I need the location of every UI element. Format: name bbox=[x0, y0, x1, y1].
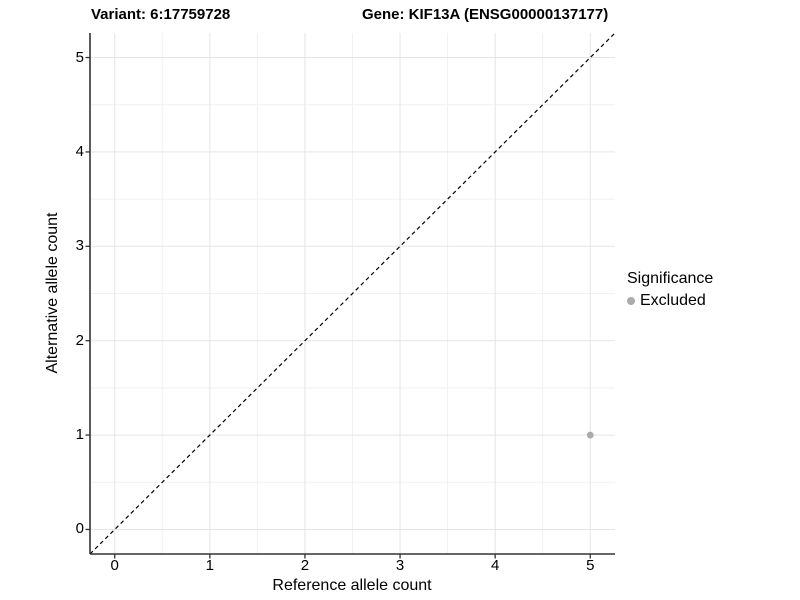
plot-title-variant: Variant: 6:17759728 bbox=[91, 6, 231, 23]
y-tick-label: 3 bbox=[75, 237, 84, 255]
legend-title: Significance bbox=[627, 270, 714, 287]
data-point bbox=[586, 431, 594, 439]
x-axis-label: Reference allele count bbox=[272, 577, 432, 594]
legend-item-label: Excluded bbox=[640, 292, 706, 309]
x-tick-label: 0 bbox=[110, 557, 119, 574]
plot-panel bbox=[85, 32, 616, 559]
y-tick-label: 4 bbox=[75, 142, 84, 160]
y-tick-label: 5 bbox=[75, 48, 84, 66]
y-tick-label: 1 bbox=[75, 426, 84, 444]
legend-point-icon bbox=[627, 296, 635, 305]
x-tick-label: 1 bbox=[205, 557, 214, 574]
y-tick-label: 2 bbox=[75, 331, 84, 349]
identity-dashed-line bbox=[89, 32, 616, 555]
x-tick-label: 5 bbox=[586, 557, 595, 574]
y-tick-label: 0 bbox=[75, 520, 84, 538]
x-tick-label: 2 bbox=[300, 557, 310, 574]
plot-title-gene: Gene: KIF13A (ENSG00000137177) bbox=[362, 6, 609, 23]
x-tick-label: 4 bbox=[490, 557, 500, 574]
legend: Significance Excluded bbox=[627, 269, 713, 310]
legend-item-excluded: Excluded bbox=[627, 291, 713, 310]
x-tick-label: 3 bbox=[395, 557, 405, 574]
y-axis-label: Alternative allele count bbox=[44, 212, 61, 374]
